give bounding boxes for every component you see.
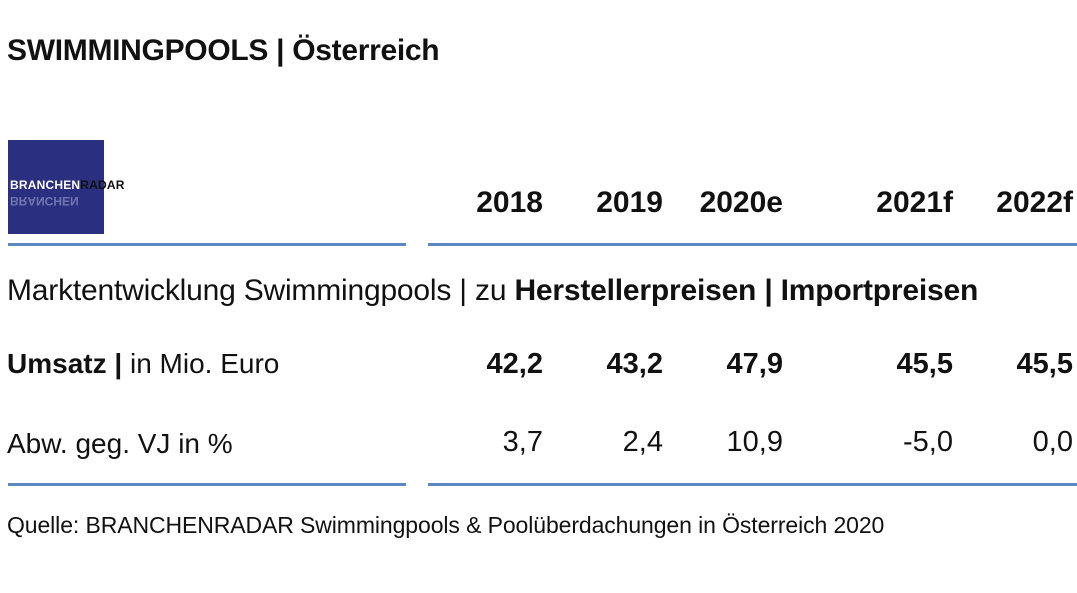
row-label-abw: Abw. geg. VJ in % bbox=[7, 428, 233, 460]
row-label-umsatz: Umsatz | in Mio. Euro bbox=[7, 348, 279, 380]
row-label-bold: Umsatz | bbox=[7, 348, 123, 379]
table-cell-r1-2021f: -5,0 bbox=[903, 426, 953, 458]
subtitle-plain: Marktentwicklung Swimmingpools | zu bbox=[7, 274, 515, 307]
footer-rule-right bbox=[428, 483, 1077, 486]
table-subtitle: Marktentwicklung Swimmingpools | zu Hers… bbox=[7, 274, 978, 308]
header-rule-right bbox=[428, 243, 1077, 246]
subtitle-bold: Herstellerpreisen | Importpreisen bbox=[514, 274, 979, 307]
table-cell-r0-2021f: 45,5 bbox=[896, 348, 953, 380]
branchenradar-logo: BRANCHENRADAR BRANCHEN bbox=[8, 140, 124, 234]
table-cell-r0-2020e: 47,9 bbox=[726, 348, 783, 380]
header-rule-left bbox=[8, 243, 406, 246]
column-header-2018: 2018 bbox=[476, 186, 543, 219]
column-header-2022f: 2022f bbox=[996, 186, 1073, 219]
logo-reflection: BRANCHEN bbox=[10, 194, 79, 208]
logo-text-part2: RADAR bbox=[80, 178, 125, 192]
table-cell-r0-2019: 43,2 bbox=[606, 348, 663, 380]
table-cell-r0-2022f: 45,5 bbox=[1016, 348, 1073, 380]
logo-text: BRANCHENRADAR bbox=[10, 178, 125, 192]
table-cell-r0-2018: 42,2 bbox=[486, 348, 543, 380]
column-header-2021f: 2021f bbox=[876, 186, 953, 219]
source-note: Quelle: BRANCHENRADAR Swimmingpools & Po… bbox=[7, 512, 885, 538]
row-label-plain: in Mio. Euro bbox=[122, 348, 280, 379]
row-label-plain: Abw. geg. VJ in % bbox=[7, 428, 233, 459]
column-header-2019: 2019 bbox=[596, 186, 663, 219]
table-cell-r1-2018: 3,7 bbox=[502, 426, 543, 458]
column-header-2020e: 2020e bbox=[699, 186, 783, 219]
table-cell-r1-2022f: 0,0 bbox=[1032, 426, 1073, 458]
logo-text-part1: BRANCHEN bbox=[10, 178, 81, 192]
table-cell-r1-2019: 2,4 bbox=[622, 426, 663, 458]
footer-rule-left bbox=[8, 483, 406, 486]
table-cell-r1-2020e: 10,9 bbox=[726, 426, 783, 458]
page-title: SWIMMINGPOOLS | Österreich bbox=[7, 34, 440, 67]
